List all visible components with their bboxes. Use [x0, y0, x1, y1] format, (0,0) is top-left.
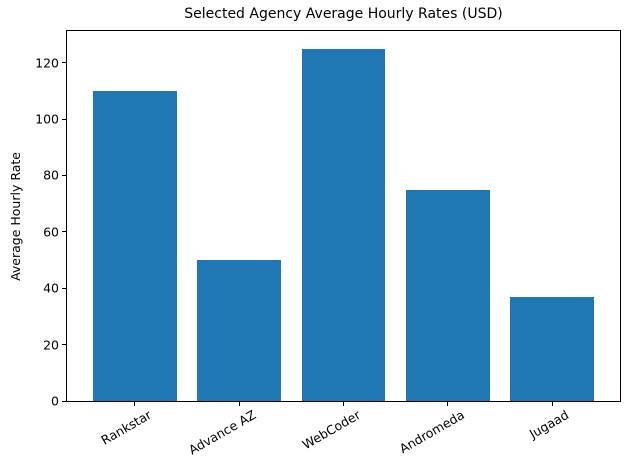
y-axis-label-container: Average Hourly Rate: [5, 30, 25, 402]
x-tick-label: Rankstar: [98, 407, 155, 448]
x-tick-label: Jugaad: [527, 407, 572, 442]
y-tick-label: 40: [43, 280, 59, 296]
bar-advance-az: [197, 260, 281, 401]
x-tick-mark: [238, 402, 240, 406]
chart-title: Selected Agency Average Hourly Rates (US…: [184, 6, 503, 22]
x-tick-mark: [447, 402, 449, 406]
y-tick-mark: [62, 174, 66, 176]
y-tick-label: 100: [35, 111, 59, 127]
y-tick-mark: [62, 231, 66, 233]
x-tick-label: Advance AZ: [186, 407, 259, 458]
bar-rankstar: [93, 90, 177, 401]
bar-webcoder: [301, 48, 386, 401]
x-tick-mark: [343, 402, 344, 406]
y-tick-mark: [62, 400, 66, 402]
y-tick-label: 120: [35, 55, 59, 71]
y-tick-mark: [62, 118, 66, 120]
y-tick-label: 20: [43, 337, 59, 353]
plot-area: 0 20 40 60 80 100 120 Rankstar Advance AZ WebCode…: [35, 30, 621, 457]
x-tick-mark: [551, 402, 553, 406]
y-tick-mark: [62, 62, 66, 64]
x-tick-label: Andromeda: [397, 407, 468, 457]
x-tick-label: WebCoder: [299, 407, 363, 453]
y-axis-label: Average Hourly Rate: [7, 151, 23, 281]
bar-jugaad: [510, 296, 594, 401]
y-tick-mark: [62, 344, 66, 346]
y-tick-label: 0: [51, 393, 59, 409]
y-tick-label: 60: [43, 224, 59, 240]
y-tick-label: 80: [43, 167, 59, 183]
x-tick-mark: [134, 402, 136, 406]
bar-andromeda: [406, 189, 490, 401]
y-tick-mark: [62, 287, 66, 289]
